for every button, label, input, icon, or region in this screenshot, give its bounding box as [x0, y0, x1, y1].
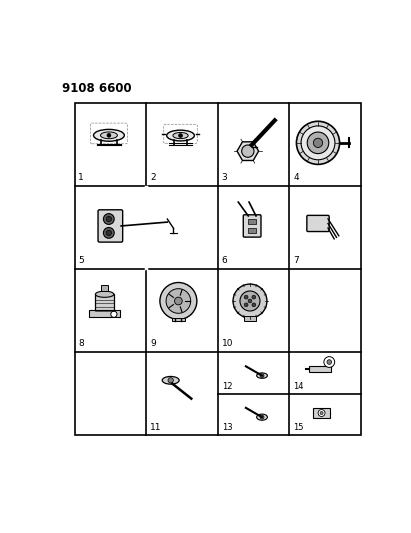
Text: 6: 6 [222, 256, 227, 265]
Ellipse shape [256, 414, 268, 420]
Circle shape [107, 133, 111, 137]
Ellipse shape [162, 376, 179, 384]
Text: 9108 6600: 9108 6600 [62, 82, 131, 95]
Text: 14: 14 [293, 382, 304, 391]
Text: 15: 15 [293, 423, 304, 432]
Text: 12: 12 [222, 382, 232, 391]
Circle shape [104, 214, 114, 224]
Circle shape [244, 303, 248, 307]
Ellipse shape [256, 373, 268, 378]
Circle shape [248, 299, 252, 303]
Circle shape [166, 289, 191, 313]
Text: 10: 10 [222, 340, 233, 349]
Circle shape [313, 138, 323, 148]
Circle shape [240, 291, 260, 311]
Bar [309, 366, 331, 372]
Ellipse shape [173, 133, 188, 139]
Circle shape [252, 295, 256, 299]
Bar [172, 318, 185, 321]
Circle shape [327, 360, 332, 365]
Circle shape [307, 132, 329, 154]
Circle shape [104, 228, 114, 238]
Circle shape [242, 145, 254, 157]
Text: 5: 5 [79, 256, 84, 265]
Bar [95, 294, 114, 311]
Circle shape [318, 409, 325, 416]
Ellipse shape [95, 291, 114, 297]
Circle shape [168, 377, 173, 383]
Ellipse shape [100, 132, 118, 139]
Circle shape [320, 411, 323, 415]
Circle shape [252, 303, 256, 307]
Circle shape [233, 284, 267, 318]
Text: 4: 4 [293, 173, 299, 182]
Text: 9: 9 [150, 340, 156, 349]
Bar [313, 408, 330, 418]
Text: 1: 1 [79, 173, 84, 182]
Ellipse shape [94, 130, 124, 141]
Text: 2: 2 [150, 173, 156, 182]
Circle shape [160, 282, 197, 319]
Circle shape [260, 374, 264, 377]
FancyBboxPatch shape [307, 215, 329, 231]
Circle shape [106, 230, 111, 236]
Text: 8: 8 [79, 340, 84, 349]
FancyBboxPatch shape [243, 215, 261, 237]
Bar [101, 285, 109, 291]
Circle shape [296, 122, 339, 164]
Ellipse shape [167, 130, 194, 141]
Text: 11: 11 [150, 423, 162, 432]
Circle shape [106, 216, 111, 222]
Bar [89, 310, 120, 317]
Text: 13: 13 [222, 423, 232, 432]
Bar [248, 228, 256, 233]
Bar [248, 219, 256, 224]
Circle shape [175, 297, 182, 305]
FancyBboxPatch shape [98, 210, 122, 242]
Circle shape [179, 134, 182, 138]
Bar [74, 103, 361, 435]
Circle shape [244, 295, 248, 299]
Circle shape [324, 357, 335, 367]
Bar [244, 317, 256, 321]
Circle shape [301, 126, 335, 160]
Text: 7: 7 [293, 256, 299, 265]
Text: 3: 3 [222, 173, 227, 182]
Circle shape [111, 311, 117, 317]
Polygon shape [237, 142, 259, 160]
Circle shape [260, 415, 264, 419]
